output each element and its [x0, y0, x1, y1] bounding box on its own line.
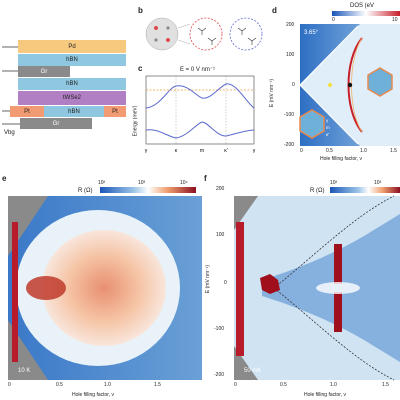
vbg-label: Vbg	[4, 130, 15, 136]
panel-f-cbar-tick-0: 10²	[330, 180, 338, 186]
panel-d-xtick-2: 1.0	[360, 148, 367, 154]
panel-f-letter: f	[204, 174, 207, 183]
layer-hbn-bottom-label: hBN	[68, 108, 80, 115]
kpoint-4: γ	[253, 148, 256, 154]
bz-label-0: γ	[326, 118, 329, 123]
panel-f-xtick-2: 1.0	[330, 382, 337, 388]
panel-d-ylabel: E (mV nm⁻¹)	[269, 78, 276, 108]
layer-hbn-mid-label: hBN	[66, 81, 78, 87]
panel-f-ytick-2: 0	[224, 280, 227, 286]
layer-gr-top: Gr	[18, 66, 70, 77]
panel-d-letter: d	[272, 6, 277, 15]
layer-pt-right: Pt	[104, 106, 126, 117]
layer-hbn-bottom: hBN	[44, 106, 104, 117]
panel-d-ytick-1: 100	[286, 52, 295, 58]
lower-band	[145, 121, 255, 139]
upper-band	[145, 83, 255, 109]
panel-c-field-label: E = 0 V nm⁻¹	[180, 67, 216, 73]
kpoint-2: m	[200, 148, 204, 154]
panel-f-ytick-3: -100	[214, 326, 225, 332]
panel-e-xtick-3: 1.5	[154, 382, 161, 388]
panel-d-colorbar	[332, 11, 400, 16]
layer-hbn-top-label: hBN	[66, 57, 78, 63]
panel-f-xtick-3: 1.5	[382, 382, 389, 388]
panel-e-xtick-0: 0	[8, 382, 11, 388]
panel-e-colorbar-label: R (Ω)	[78, 188, 93, 194]
panel-f-ytick-1: 100	[216, 232, 225, 238]
panel-f-ytick-0: 200	[216, 186, 225, 192]
layer-hbn-mid: hBN	[18, 78, 126, 90]
panel-e-colorbar	[100, 187, 196, 193]
layer-twse2: tWSe2	[18, 91, 126, 105]
wiring-lines	[2, 46, 20, 125]
panel-f-resistance-map: 50 mK	[234, 195, 400, 381]
layer-pt-right-label: Pt	[112, 108, 118, 115]
kpoint-3: κ'	[224, 148, 228, 154]
panel-f-xtick-0: 0	[234, 382, 237, 388]
panel-e-resistance-map: 10 K	[8, 196, 202, 380]
panel-f-colorbar-label: R (Ω)	[310, 188, 325, 194]
layer-twse2-label: tWSe2	[62, 95, 81, 101]
panel-c-letter: c	[138, 64, 143, 73]
panel-e-letter: e	[2, 174, 7, 183]
panel-d-angle: 3.65°	[304, 30, 319, 36]
panel-d-xtick-3: 1.5	[390, 148, 397, 154]
layer-pt-left: Pt	[10, 106, 44, 117]
bz-label-2: κ'	[326, 132, 329, 137]
panel-e-xtick-1: 0.5	[56, 382, 63, 388]
panel-d-dos-map: 3.65° γ m κ'	[299, 24, 400, 146]
panel-d-ytick-2: 0	[292, 82, 295, 88]
panel-d-ytick-3: -100	[284, 112, 295, 118]
panel-d-cbar-tick-1: 10	[392, 17, 398, 23]
panel-d-xtick-0: 0	[300, 148, 303, 154]
panel-c-ylabel: Energy (meV)	[132, 105, 139, 137]
kpoint-0: γ	[145, 148, 148, 154]
panel-b-lattice-diagram	[145, 17, 263, 51]
layer-pt-left-label: Pt	[24, 108, 30, 115]
layer-pd-label: Pd	[68, 43, 76, 50]
panel-d-cbar-tick-0: 0	[332, 17, 335, 23]
layer-hbn-top: hBN	[18, 54, 126, 66]
layer-gr-bottom-label: Gr	[52, 120, 60, 127]
panel-d-xtick-1: 0.5	[326, 148, 333, 154]
kpoint-1: κ	[175, 148, 178, 154]
layer-pd: Pd	[18, 40, 126, 53]
panel-d-xlabel: Hole filling factor, ν	[320, 156, 362, 162]
panel-f-temperature: 50 mK	[244, 368, 261, 374]
panel-b-letter: b	[138, 6, 143, 15]
panel-f-cbar-tick-1: 10³	[374, 180, 382, 186]
bz-label-1: m	[326, 125, 330, 130]
panel-e-cbar-tick-0: 10²	[98, 180, 106, 186]
panel-f-ytick-4: -200	[214, 372, 225, 378]
panel-f-ylabel: E (mV nm⁻¹)	[205, 264, 212, 294]
panel-e-xtick-2: 1.0	[104, 382, 111, 388]
panel-e-cbar-tick-2: 10⁴	[180, 180, 188, 186]
panel-f-xtick-1: 0.5	[280, 382, 287, 388]
panel-e-temperature: 10 K	[18, 368, 30, 374]
panel-e-xlabel: Hole filling factor, ν	[72, 392, 114, 398]
panel-d-colorbar-label: DOS (eV	[350, 3, 375, 9]
layer-gr-top-label: Gr	[40, 68, 48, 75]
panel-d-ytick-0: 200	[286, 22, 295, 28]
panel-c-band-plot: γ κ m κ' γ	[145, 75, 256, 154]
panel-f-colorbar	[330, 187, 400, 193]
panel-e-cbar-tick-1: 10³	[138, 180, 146, 186]
panel-d-ytick-4: -200	[284, 142, 295, 148]
layer-gr-bottom: Gr	[20, 118, 92, 129]
panel-f-xlabel: Hole filling factor, ν	[304, 392, 346, 398]
